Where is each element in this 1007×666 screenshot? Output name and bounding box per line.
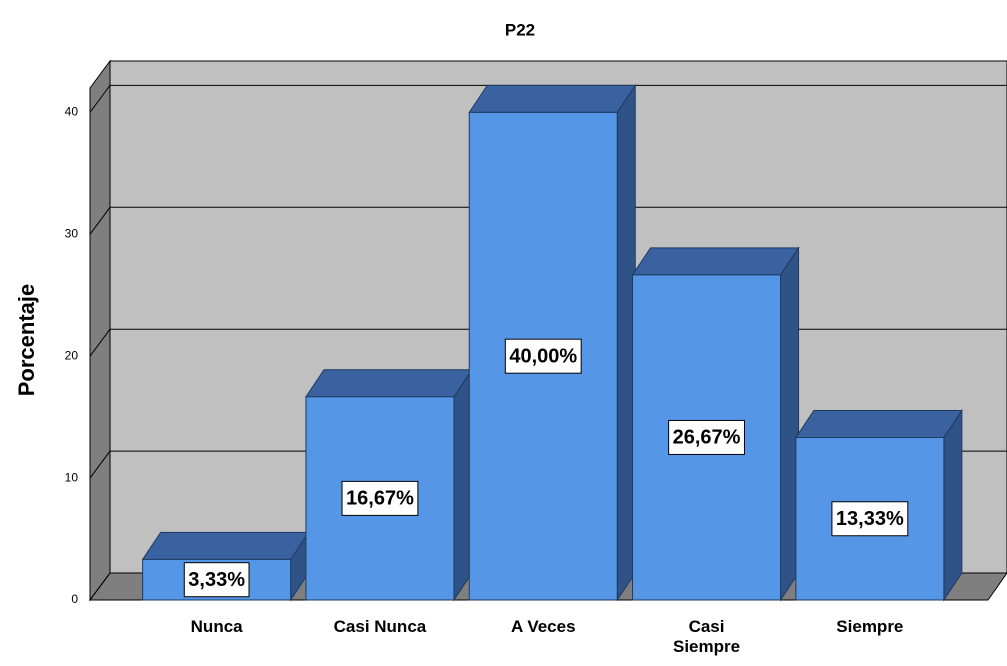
bar-top — [305, 369, 473, 398]
x-tick-label: Nunca — [190, 617, 243, 636]
bar-top — [141, 531, 310, 560]
grid-line-wall — [89, 85, 111, 113]
bar-top — [468, 84, 637, 113]
grid-line-wall — [89, 572, 111, 601]
left-wall — [89, 59, 111, 602]
grid-line-wall — [89, 206, 111, 235]
value-label: 3,33% — [188, 569, 245, 591]
value-label-box — [183, 562, 250, 598]
y-tick-label: 0 — [71, 592, 78, 606]
value-label-box — [504, 338, 582, 374]
value-label: 13,33% — [836, 508, 904, 530]
y-tick-label: 40 — [65, 105, 79, 119]
y-tick-label: 10 — [65, 470, 79, 484]
bar-top — [631, 247, 800, 276]
value-label-box — [668, 419, 745, 455]
x-tick-label: Siempre — [836, 617, 904, 636]
value-label: 16,67% — [346, 488, 414, 510]
x-tick-label: A Veces — [510, 617, 576, 636]
x-tick-label: Casi Siempre — [673, 617, 741, 656]
value-label: 26,67% — [673, 427, 741, 449]
bar-top — [794, 410, 963, 439]
chart-title: P22 — [505, 20, 535, 39]
value-label-box — [341, 480, 419, 516]
y-tick-label: 30 — [65, 226, 79, 240]
x-tick-label: Casi Nunca — [333, 617, 427, 636]
grid-line-wall — [89, 328, 111, 357]
y-tick-label: 20 — [65, 348, 79, 362]
y-axis-label: Porcentaje — [14, 284, 39, 397]
value-label-box — [831, 501, 909, 537]
bar-side — [943, 408, 963, 602]
value-label: 40,00% — [509, 345, 577, 367]
grid-line-wall — [89, 450, 111, 479]
